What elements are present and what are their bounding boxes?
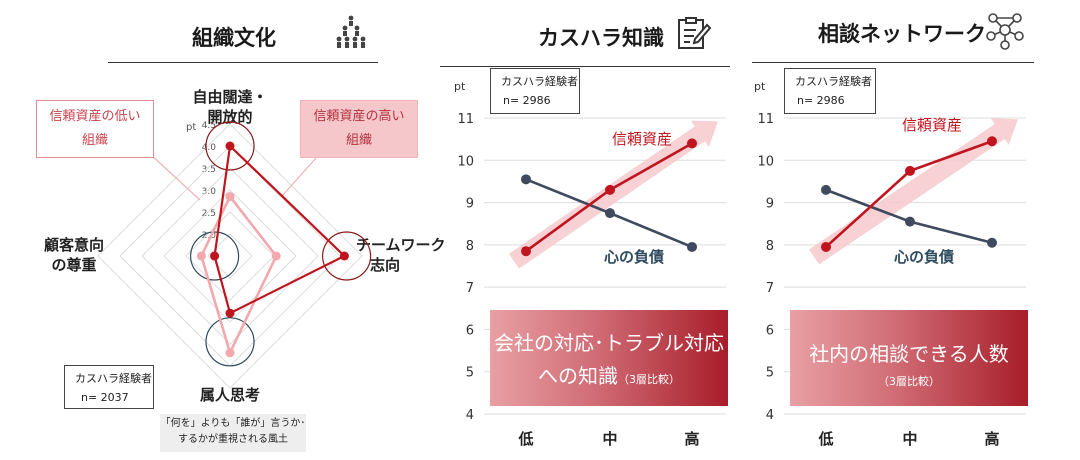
radar-grid-ring — [185, 211, 275, 301]
y-tick-label: 6 — [466, 323, 474, 338]
legend-connector — [149, 153, 201, 201]
axis-highlight-circle — [322, 231, 372, 281]
radar-data-point — [271, 251, 281, 261]
radar-tick-label: 2.0 — [202, 231, 217, 241]
axis-label-bottom: 属人思考 — [199, 386, 260, 404]
knowledge-title-rule — [440, 66, 730, 67]
axis-highlight-circle — [205, 121, 255, 171]
y-tick-label: 4 — [766, 408, 774, 423]
data-point — [987, 237, 997, 248]
y-tick-label: 4 — [466, 408, 474, 423]
knowledge-title: カスハラ知識 — [538, 26, 664, 50]
radar-tick-label: 3.5 — [202, 165, 216, 175]
x-tick-label: 低 — [517, 430, 533, 448]
knowledge-summary-box: 会社の対応･トラブル対応 への知識（3層比較） — [490, 310, 728, 406]
low-trust-legend: 信頼資産の低い 組織 — [36, 100, 154, 158]
y-tick-label: 9 — [766, 197, 774, 212]
people-group-icon — [336, 15, 366, 48]
radar-data-point — [196, 251, 206, 261]
culture-note: 「何を」よりも「誰が」言うか･ するかが重視される風土 — [160, 414, 306, 452]
radar-data-point — [339, 251, 349, 261]
knowledge-sample-box: カスハラ経験者 n= 2986 — [490, 68, 580, 114]
radar-data-point — [225, 308, 235, 318]
radar-unit-label: pt — [186, 122, 196, 133]
network-sample-box: カスハラ経験者 n= 2986 — [784, 68, 876, 114]
network-title-rule — [752, 62, 1034, 63]
series-label-debt: 心の負債 — [894, 248, 954, 266]
culture-title-rule — [108, 62, 378, 63]
data-point — [905, 216, 915, 227]
y-tick-label: 8 — [766, 239, 774, 254]
y-tick-label: 6 — [766, 323, 774, 338]
axis-highlight-circle — [205, 317, 255, 367]
y-axis-unit: pt — [454, 80, 466, 93]
data-point — [987, 136, 997, 147]
x-tick-label: 低 — [817, 430, 833, 448]
y-tick-label: 5 — [466, 366, 474, 381]
x-tick-label: 高 — [684, 430, 699, 448]
data-point — [687, 138, 697, 149]
y-tick-label: 10 — [757, 154, 774, 169]
axis-label-right: チームワーク 志向 — [356, 236, 446, 274]
radar-grid-ring — [119, 145, 341, 367]
radar-grid-ring — [97, 123, 363, 389]
radar-data-point — [210, 251, 220, 261]
radar-data-point — [225, 192, 235, 202]
network-title: 相談ネットワーク — [818, 22, 986, 46]
axis-label-left: 顧客意向 の尊重 — [43, 236, 104, 274]
series-label-trust: 信頼資産 — [902, 116, 962, 134]
radar-series-line — [200, 194, 278, 357]
radar-tick-label: 4.5 — [202, 121, 216, 131]
radar-series-line — [213, 143, 347, 315]
radar-tick-label: 3.0 — [202, 187, 217, 197]
y-tick-label: 11 — [757, 112, 774, 127]
axis-highlight-circle — [190, 231, 240, 281]
data-point — [521, 174, 531, 185]
data-point — [687, 241, 697, 252]
data-point — [905, 165, 915, 176]
y-axis-unit: pt — [754, 80, 766, 93]
legend-connector — [281, 157, 317, 197]
x-tick-label: 高 — [984, 430, 999, 448]
radar-tick-label: 4.0 — [202, 143, 217, 153]
data-point — [605, 184, 615, 195]
radar-grid-ring — [163, 189, 297, 323]
radar-tick-label: 2.5 — [202, 209, 216, 219]
trend-arrow — [808, 118, 1018, 265]
y-tick-label: 5 — [766, 366, 774, 381]
network-summary-box: 社内の相談できる人数 （3層比較） — [790, 310, 1028, 406]
series-label-trust: 信頼資産 — [612, 130, 672, 148]
y-tick-label: 9 — [466, 197, 474, 212]
radar-chart: 2.0 2.5 3.0 3.5 4.0 4.5 pt — [97, 121, 372, 389]
radar-data-point — [225, 141, 235, 151]
high-trust-legend: 信頼資産の高い 組織 — [300, 100, 418, 158]
y-tick-label: 7 — [466, 281, 474, 296]
data-point — [605, 208, 615, 219]
y-tick-label: 8 — [466, 239, 474, 254]
culture-sample-box: カスハラ経験者 n= 2037 — [64, 365, 154, 409]
clipboard-pen-icon — [678, 17, 712, 49]
y-tick-label: 11 — [457, 112, 474, 127]
y-tick-label: 7 — [766, 281, 774, 296]
y-tick-label: 10 — [457, 154, 474, 169]
axis-label-top: 自由闊達・ 開放的 — [192, 88, 268, 126]
data-point — [821, 241, 831, 252]
radar-data-point — [225, 348, 235, 358]
network-nodes-icon — [986, 13, 1024, 50]
data-point — [521, 246, 531, 257]
data-point — [821, 184, 831, 195]
series-label-debt: 心の負債 — [604, 248, 664, 266]
x-tick-label: 中 — [602, 430, 617, 448]
culture-title: 組織文化 — [192, 26, 276, 50]
x-tick-label: 中 — [902, 430, 917, 448]
radar-grid-ring — [141, 167, 319, 345]
